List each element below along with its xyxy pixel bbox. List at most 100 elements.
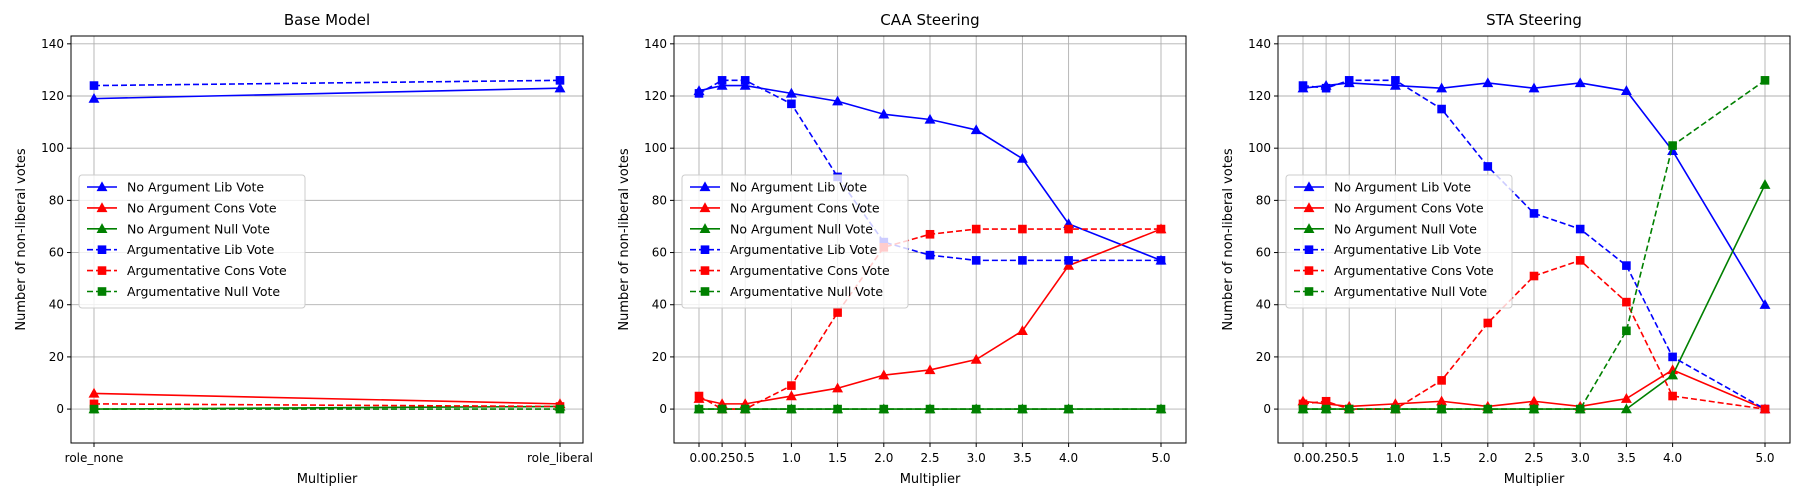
- legend-marker: [1304, 245, 1314, 254]
- y-tick-label: 100: [644, 141, 667, 155]
- data-point: [1622, 261, 1631, 270]
- data-point: [1298, 81, 1308, 90]
- data-point: [1620, 85, 1632, 95]
- series-6: [1298, 76, 1770, 414]
- series-line: [93, 79, 561, 87]
- data-point: [924, 113, 936, 124]
- x-tick-label: 2.5: [920, 451, 939, 465]
- x-tick-label: 0.0: [1293, 451, 1312, 465]
- data-point: [832, 95, 844, 106]
- legend-marker: [1304, 287, 1314, 296]
- data-point: [1016, 152, 1028, 163]
- data-point: [925, 404, 935, 414]
- legend-label: Argumentative Cons Vote: [127, 263, 287, 278]
- chart-panel-2: 0 20 40 60 80 100 120 140 0.0 0.25 0.5 1.0 1.5 2.0 2.5…: [617, 11, 1187, 487]
- series-6: [89, 404, 565, 414]
- chart-title: STA Steering: [1486, 11, 1582, 29]
- x-tick-label: 0.0: [689, 451, 708, 465]
- data-point: [971, 256, 981, 265]
- y-tick-label: 60: [652, 246, 667, 260]
- data-point: [1156, 256, 1166, 265]
- data-point: [878, 108, 890, 119]
- data-point: [1759, 179, 1771, 189]
- y-tick-label: 0: [659, 402, 667, 416]
- x-tick-label: 2.0: [874, 451, 893, 465]
- data-point: [1483, 318, 1493, 328]
- y-tick-label: 60: [49, 246, 64, 260]
- x-tick-label: role_none: [65, 451, 124, 465]
- legend-label: No Argument Cons Vote: [1334, 200, 1484, 215]
- y-tick-label: 0: [56, 402, 64, 416]
- data-point: [1668, 391, 1677, 401]
- data-point: [739, 79, 751, 90]
- legend-marker: [97, 266, 107, 275]
- legend-label: Argumentative Lib Vote: [1334, 242, 1482, 257]
- x-tick-label: 0.5: [736, 451, 755, 465]
- legend-marker: [1303, 202, 1315, 213]
- series-1: [88, 82, 566, 103]
- legend-label: No Argument Null Vote: [127, 221, 270, 236]
- y-tick-label: 0: [1263, 402, 1271, 416]
- legend-label: Argumentative Cons Vote: [1334, 263, 1494, 278]
- y-tick-label: 140: [41, 37, 64, 51]
- y-tick-label: 40: [49, 298, 64, 312]
- data-point: [1760, 76, 1770, 85]
- y-tick-label: 140: [1248, 37, 1271, 51]
- y-tick-label: 140: [644, 37, 667, 51]
- legend-label: No Argument Lib Vote: [730, 180, 867, 195]
- data-point: [1575, 224, 1585, 234]
- data-point: [1321, 83, 1331, 93]
- x-tick-label: 3.0: [967, 451, 986, 465]
- series-line: [93, 392, 561, 405]
- y-tick-label: 80: [1256, 193, 1271, 207]
- data-point: [1483, 404, 1493, 414]
- data-point: [1391, 404, 1400, 414]
- data-point: [89, 404, 99, 414]
- legend-marker: [700, 245, 710, 254]
- x-tick-label: 2.0: [1478, 451, 1497, 465]
- data-point: [1437, 376, 1446, 385]
- legend-label: Argumentative Cons Vote: [730, 263, 890, 278]
- data-point: [1667, 369, 1679, 380]
- legend: No Argument Lib Vote No Argument Cons Vot…: [1285, 174, 1513, 309]
- y-tick-label: 40: [1256, 298, 1271, 312]
- data-point: [971, 224, 981, 234]
- legend-marker: [96, 223, 108, 233]
- series-line: [93, 87, 561, 100]
- data-point: [1529, 209, 1539, 218]
- data-point: [1575, 256, 1585, 265]
- data-point: [1389, 79, 1401, 90]
- data-point: [1063, 259, 1075, 270]
- data-point: [555, 404, 565, 414]
- legend-marker: [97, 245, 107, 254]
- data-point: [1759, 299, 1771, 309]
- y-tick-label: 40: [652, 298, 667, 312]
- y-tick-label: 60: [1256, 246, 1271, 260]
- chart-title: CAA Steering: [880, 11, 979, 29]
- data-point: [787, 99, 796, 109]
- y-tick-label: 100: [41, 141, 64, 155]
- data-point: [1064, 256, 1073, 265]
- data-point: [694, 391, 704, 401]
- data-point: [1482, 77, 1494, 88]
- y-tick-label: 120: [644, 89, 667, 103]
- x-axis-label: Multiplier: [900, 472, 961, 487]
- data-point: [1018, 224, 1027, 234]
- legend-box: [681, 174, 909, 309]
- data-point: [1321, 396, 1331, 406]
- legend-box: [1285, 174, 1513, 309]
- x-tick-label: 1.0: [782, 451, 801, 465]
- data-point: [717, 76, 727, 85]
- data-point: [833, 404, 842, 414]
- y-tick-label: 20: [49, 350, 64, 364]
- y-tick-label: 80: [652, 193, 667, 207]
- data-point: [555, 76, 565, 85]
- x-tick-label: 0.25: [1313, 451, 1340, 465]
- y-tick-label: 20: [1256, 350, 1271, 364]
- data-point: [1156, 404, 1166, 414]
- data-point: [1575, 404, 1585, 414]
- data-point: [1529, 271, 1539, 281]
- data-point: [1156, 224, 1166, 234]
- legend-label: Argumentative Null Vote: [127, 284, 280, 299]
- data-point: [1018, 404, 1027, 414]
